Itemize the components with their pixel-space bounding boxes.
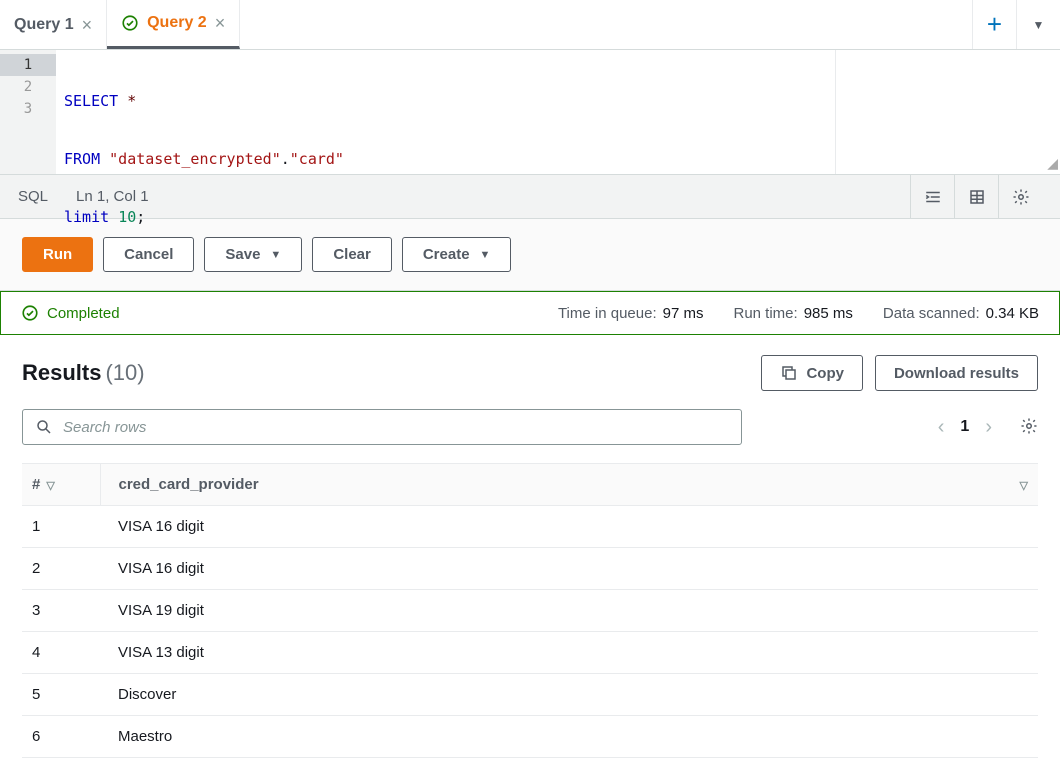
column-header-more[interactable]: ▽	[998, 464, 1038, 506]
table-row[interactable]: 6Maestro	[22, 716, 1038, 758]
pagination: ‹ 1 ›	[938, 416, 1038, 439]
close-icon[interactable]: ×	[82, 16, 93, 34]
gutter-line: 1	[0, 54, 56, 76]
run-time-metric: Run time:985 ms	[733, 305, 852, 322]
cell-provider: VISA 19 digit	[100, 590, 998, 632]
download-results-button[interactable]: Download results	[875, 355, 1038, 391]
cell-empty	[998, 548, 1038, 590]
search-input[interactable]	[63, 419, 729, 436]
table-settings-button[interactable]	[1020, 417, 1038, 438]
cell-empty	[998, 632, 1038, 674]
plus-icon: +	[987, 9, 1002, 40]
queue-time-metric: Time in queue:97 ms	[558, 305, 704, 322]
copy-icon	[780, 364, 798, 382]
status-label: Completed	[47, 305, 120, 322]
gear-icon	[1012, 188, 1030, 206]
cell-provider: Maestro	[100, 716, 998, 758]
editor-lang: SQL	[18, 188, 48, 205]
table-row[interactable]: 1VISA 16 digit	[22, 506, 1038, 548]
table-view-button[interactable]	[954, 175, 998, 218]
tab-label: Query 2	[147, 14, 207, 32]
grid-icon	[968, 188, 986, 206]
cell-provider: VISA 16 digit	[100, 548, 998, 590]
column-header-provider[interactable]: cred_card_provider	[100, 464, 998, 506]
cell-empty	[998, 716, 1038, 758]
column-header-index[interactable]: #▽	[22, 464, 100, 506]
cell-index: 4	[22, 632, 100, 674]
tab-menu-button[interactable]: ▼	[1016, 0, 1060, 49]
editor-gutter: 1 2 3	[0, 50, 56, 174]
format-button[interactable]	[910, 175, 954, 218]
add-tab-button[interactable]: +	[972, 0, 1016, 49]
tab-label: Query 1	[14, 16, 74, 34]
tab-query-2[interactable]: Query 2 ×	[107, 0, 240, 49]
prev-page-button[interactable]: ‹	[938, 416, 945, 439]
search-icon	[35, 418, 53, 436]
caret-down-icon: ▼	[1033, 18, 1045, 32]
search-row: ‹ 1 ›	[22, 409, 1038, 445]
results-section: Results (10) Copy Download results ‹ 1 ›	[0, 335, 1060, 758]
gear-icon	[1020, 417, 1038, 435]
results-header: Results (10) Copy Download results	[22, 355, 1038, 391]
table-row[interactable]: 4VISA 13 digit	[22, 632, 1038, 674]
sort-icon: ▽	[1020, 480, 1028, 492]
table-row[interactable]: 5Discover	[22, 674, 1038, 716]
cell-index: 6	[22, 716, 100, 758]
gutter-line: 3	[0, 98, 56, 120]
editor-side-panel	[835, 50, 1060, 174]
check-circle-icon	[21, 304, 39, 322]
check-circle-icon	[121, 14, 139, 32]
table-row[interactable]: 2VISA 16 digit	[22, 548, 1038, 590]
cell-index: 5	[22, 674, 100, 716]
cell-index: 2	[22, 548, 100, 590]
cell-index: 3	[22, 590, 100, 632]
indent-icon	[924, 188, 942, 206]
results-count: (10)	[105, 360, 144, 386]
table-row[interactable]: 3VISA 19 digit	[22, 590, 1038, 632]
settings-button[interactable]	[998, 175, 1042, 218]
page-number: 1	[960, 418, 969, 436]
cell-provider: VISA 13 digit	[100, 632, 998, 674]
search-box[interactable]	[22, 409, 742, 445]
editor-code[interactable]: SELECT * FROM "dataset_encrypted"."card"…	[56, 50, 835, 174]
sort-icon: ▽	[46, 480, 54, 492]
cell-provider: VISA 16 digit	[100, 506, 998, 548]
next-page-button[interactable]: ›	[985, 416, 992, 439]
tab-query-1[interactable]: Query 1 ×	[0, 0, 107, 49]
tab-bar: Query 1 × Query 2 × + ▼	[0, 0, 1060, 50]
cell-empty	[998, 506, 1038, 548]
query-editor[interactable]: 1 2 3 SELECT * FROM "dataset_encrypted".…	[0, 50, 1060, 175]
cell-empty	[998, 590, 1038, 632]
results-table: #▽ cred_card_provider ▽ 1VISA 16 digit2V…	[22, 463, 1038, 758]
data-scanned-metric: Data scanned:0.34 KB	[883, 305, 1039, 322]
results-title: Results	[22, 360, 101, 386]
cell-empty	[998, 674, 1038, 716]
cell-index: 1	[22, 506, 100, 548]
close-icon[interactable]: ×	[215, 14, 226, 32]
resize-handle[interactable]: ◢	[1047, 155, 1058, 172]
gutter-line: 2	[0, 76, 56, 98]
cell-provider: Discover	[100, 674, 998, 716]
copy-button[interactable]: Copy	[761, 355, 863, 391]
status-banner: Completed Time in queue:97 ms Run time:9…	[0, 291, 1060, 335]
